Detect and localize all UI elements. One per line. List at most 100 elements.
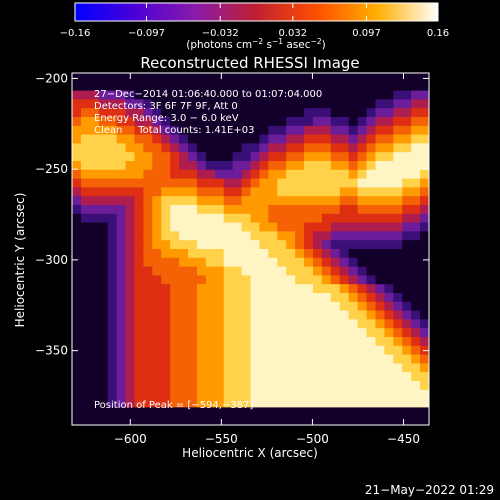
heatmap-cell [241,169,252,180]
heatmap-cell [98,363,109,373]
heatmap-cell [277,398,287,408]
heatmap-cell [125,117,136,127]
heatmap-cell [179,196,189,206]
heatmap-cell [411,284,421,294]
heatmap-cell [420,161,429,171]
heatmap-cell [125,222,136,232]
heatmap-cell [223,240,234,250]
heatmap-cell [420,328,429,338]
heatmap-cell [89,134,100,144]
heatmap-cell [179,205,189,215]
heatmap-cell [411,240,421,250]
heatmap-cell [286,134,296,144]
heatmap-cell [72,143,82,153]
x-axis-label: Heliocentric X (arcsec) [182,446,318,460]
heatmap-cell [393,249,403,259]
heatmap-cell [125,152,136,162]
heatmap-cell [179,117,189,127]
heatmap-cell [393,125,403,136]
heatmap-cell [375,363,385,373]
heatmap-cell [277,416,287,425]
heatmap-cell [241,152,252,162]
heatmap-cell [411,301,421,312]
heatmap-cell [321,328,332,338]
heatmap-cell [125,178,136,188]
heatmap-cell [98,222,109,232]
heatmap-cell [348,231,359,241]
heatmap-cell [321,310,332,320]
heatmap-cell [223,134,234,144]
heatmap-cell [80,328,91,338]
heatmap-cell [134,169,144,180]
heatmap-cell [339,178,350,188]
heatmap-cell [80,275,91,285]
heatmap-cell [250,73,261,83]
heatmap-cell [286,275,296,285]
heatmap-cell [196,231,207,241]
heatmap-cell [134,134,144,144]
heatmap-cell [286,319,296,329]
heatmap-cell [384,301,394,312]
heatmap-cell [214,398,225,408]
heatmap-cell [402,345,412,356]
heatmap-cell [170,310,180,320]
heatmap-cell [420,266,429,276]
heatmap-cell [357,363,368,373]
heatmap-cell [179,231,189,241]
heatmap-cell [125,134,136,144]
heatmap-cell [98,73,109,83]
heatmap-cell [188,310,198,320]
heatmap-cell [357,152,368,162]
heatmap-cell [420,222,429,232]
heatmap-cell [321,381,332,391]
heatmap-cell [80,354,91,364]
heatmap-cell [107,310,118,320]
heatmap-cell [107,134,118,144]
heatmap-cell [223,293,234,303]
heatmap-cell [134,337,144,347]
heatmap-cell [134,249,144,259]
heatmap-cell [232,293,243,303]
heatmap-cell [125,108,136,118]
heatmap-cell [116,319,127,329]
heatmap-cell [384,187,394,197]
heatmap-cell [304,240,314,250]
heatmap-cell [214,117,225,127]
heatmap-cell [330,381,341,391]
heatmap-cell [304,134,314,144]
heatmap-cell [98,240,109,250]
heatmap-cell [89,90,100,100]
heatmap-cell [286,213,296,224]
heatmap-cell [72,196,82,206]
heatmap-cell [277,372,287,382]
heatmap-cell [420,398,429,408]
heatmap-cell [170,125,180,136]
heatmap-cell [89,284,100,294]
heatmap-cell [375,187,385,197]
heatmap-cell [223,372,234,382]
heatmap-cell [420,354,429,364]
heatmap-cell [384,389,394,400]
heatmap-cell [80,389,91,400]
heatmap-cell [205,81,216,92]
heatmap-cell [312,117,323,127]
heatmap-cell [295,372,305,382]
heatmap-cell [357,354,368,364]
heatmap-cell [384,73,394,83]
heatmap-cell [134,108,144,118]
heatmap-cell [107,213,118,224]
heatmap-cell [214,178,225,188]
heatmap-cell [80,81,91,92]
heatmap-cell [72,81,82,92]
heatmap-cell [411,363,421,373]
heatmap-cell [170,205,180,215]
heatmap-cell [188,81,198,92]
heatmap-cell [384,134,394,144]
heatmap-cell [402,81,412,92]
heatmap-cell [250,389,261,400]
heatmap-cell [384,231,394,241]
heatmap-cell [232,108,243,118]
heatmap-cell [393,205,403,215]
heatmap-cell [143,108,153,118]
heatmap-cell [375,319,385,329]
